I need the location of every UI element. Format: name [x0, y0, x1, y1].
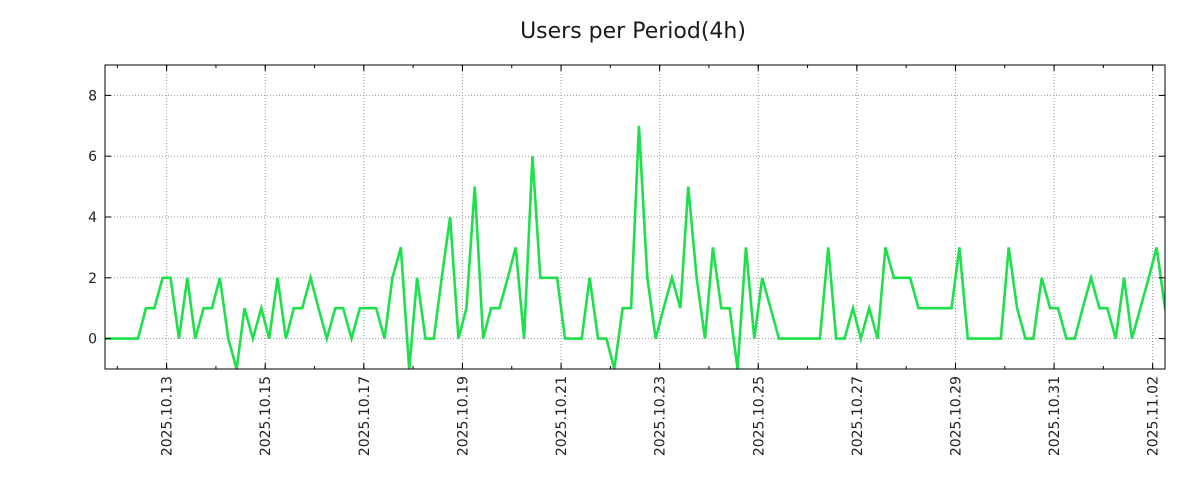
y-tick-label: 0 [88, 332, 97, 348]
x-tick-label: 2025.10.23 [653, 376, 669, 456]
labels-layer: 0 2 4 6 8 2025.10.13 2025.10.15 2025.10.17 2025.… [88, 88, 1162, 456]
x-tick-label: 2025.11.02 [1146, 376, 1162, 456]
chart-title: Users per Period(4h) [520, 19, 746, 44]
series-layer [105, 125, 1165, 369]
x-tick-label: 2025.10.19 [455, 376, 471, 456]
y-tick-label: 8 [88, 88, 97, 104]
x-tick-label: 2025.10.25 [751, 376, 767, 456]
series-line-users [105, 125, 1165, 369]
y-tick-label: 4 [88, 210, 97, 226]
x-tick-label: 2025.10.15 [258, 376, 274, 456]
y-tick-label: 2 [88, 271, 97, 287]
x-tick-label: 2025.10.29 [948, 376, 964, 456]
ticks-layer [105, 65, 1165, 369]
x-tick-label: 2025.10.31 [1047, 376, 1063, 456]
x-tick-label: 2025.10.21 [554, 376, 570, 456]
x-tick-label: 2025.10.17 [357, 376, 373, 456]
x-tick-label: 2025.10.27 [850, 376, 866, 456]
x-tick-label: 2025.10.13 [160, 376, 176, 456]
y-tick-label: 6 [88, 149, 97, 165]
